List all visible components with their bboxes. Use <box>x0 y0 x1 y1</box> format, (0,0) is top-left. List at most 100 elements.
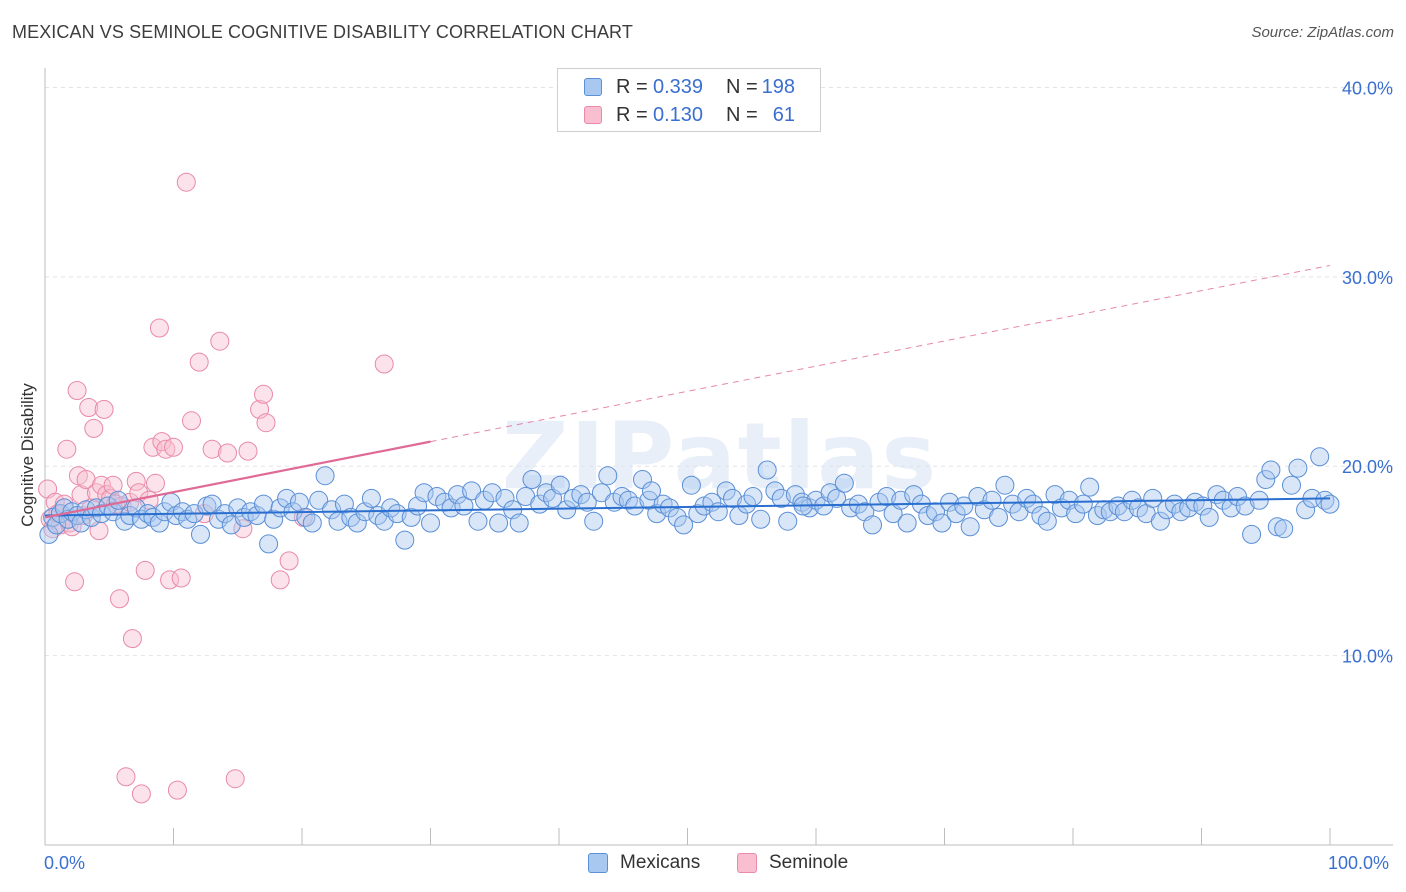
legend-r-label: R = <box>616 76 648 98</box>
mexicans-point <box>800 498 820 518</box>
mexicans-point <box>757 460 777 480</box>
mexicans-point <box>647 504 667 524</box>
mexicans-point <box>1282 475 1301 495</box>
mexicans-point <box>681 475 701 495</box>
mexicans-point <box>989 507 1008 527</box>
legend-swatch-mexicans <box>584 78 602 96</box>
seminole-point <box>116 767 136 787</box>
seminole-point <box>202 439 222 459</box>
mexicans-point <box>1256 470 1276 489</box>
legend-label-mexicans: Mexicans <box>620 852 701 873</box>
legend-r-value: 0.130 <box>653 104 704 126</box>
legend-n-value: 61 <box>772 104 795 126</box>
seminole-point <box>146 473 165 493</box>
mexicans-point <box>1023 494 1043 514</box>
mexicans-point <box>1114 502 1134 522</box>
mexicans-point <box>1150 511 1170 531</box>
y-tick-label: 10.0% <box>1342 647 1393 667</box>
legend-r-value: 0.339 <box>653 76 704 98</box>
seminole-point <box>218 443 237 463</box>
mexicans-point <box>591 483 611 503</box>
mexicans-point <box>1199 507 1219 527</box>
seminole-point <box>238 441 258 461</box>
seminole-point <box>135 560 155 580</box>
seminole-point <box>210 331 230 351</box>
trend-lines <box>44 264 1331 519</box>
mexicans-point <box>489 513 509 533</box>
mexicans-point <box>264 509 284 529</box>
mexicans-point <box>743 487 763 506</box>
mexicans-point <box>448 485 467 505</box>
mexicans-point <box>863 515 882 535</box>
seminole-point <box>149 318 169 338</box>
mexicans-point <box>1051 498 1071 518</box>
mexicans-point <box>259 534 279 554</box>
y-tick-label: 30.0% <box>1342 268 1393 288</box>
mexicans-point <box>723 488 742 508</box>
seminole-point <box>65 572 85 592</box>
mexicans-point <box>1288 458 1308 478</box>
legend-n-value: 198 <box>761 76 795 98</box>
mexicans-point <box>1296 500 1316 520</box>
seminole-point <box>176 172 196 192</box>
seminole-point <box>79 398 99 417</box>
legend-swatch-seminole <box>584 106 602 124</box>
mexicans-point <box>716 481 736 501</box>
grid-lines <box>45 86 1393 657</box>
mexicans-point <box>1143 488 1163 508</box>
seminole-trend-extension <box>430 264 1331 443</box>
mexicans-point <box>612 487 632 506</box>
mexicans-point <box>598 466 618 486</box>
mexicans-point <box>322 500 342 520</box>
source-label: Source: ZipAtlas.com <box>1251 24 1394 41</box>
legend-n-label: N = <box>726 104 758 126</box>
legend-swatch-mexicans <box>588 853 608 873</box>
legend-row-seminole: R = 0.130 N = 61 <box>558 100 820 130</box>
mexicans-trend-line <box>44 497 1331 517</box>
mexicans-point <box>571 485 591 505</box>
mexicans-point <box>1228 487 1247 506</box>
legend-n-label: N = <box>726 76 758 98</box>
seminole-point <box>189 352 209 372</box>
mexicans-point <box>108 490 128 510</box>
chart-title: MEXICAN VS SEMINOLE COGNITIVE DISABILITY… <box>12 22 633 42</box>
mexicans-point <box>604 492 624 512</box>
mexicans-point <box>778 511 798 531</box>
mexicans-point <box>877 487 897 506</box>
mexicans-point <box>1274 519 1294 539</box>
mexicans-point <box>495 488 515 508</box>
seminole-point <box>92 475 111 495</box>
seminole-point <box>131 784 151 804</box>
mexicans-point <box>737 494 757 514</box>
mexicans-point <box>1003 494 1023 514</box>
seminole-point <box>225 769 245 789</box>
mexicans-point <box>932 513 952 533</box>
mexicans-point <box>1235 496 1255 516</box>
seminole-point <box>84 418 104 438</box>
mexicans-point <box>395 530 415 550</box>
mexicans-point <box>869 492 889 512</box>
mexicans-point <box>1267 517 1287 537</box>
mexicans-point <box>954 496 974 516</box>
mexicans-point <box>642 481 661 501</box>
mexicans-point <box>482 483 502 503</box>
mexicans-point <box>674 515 694 535</box>
correlation-legend: R = 0.339 N = 198 R = 0.130 N = 61 <box>557 68 821 132</box>
mexicans-point <box>834 473 854 493</box>
mexicans-point <box>1320 494 1340 514</box>
mexicans-point <box>1080 477 1100 497</box>
mexicans-point <box>827 488 847 508</box>
mexicans-point <box>191 524 210 544</box>
legend-label-seminole: Seminole <box>769 852 849 873</box>
seminole-point <box>167 780 187 800</box>
mexicans-point <box>1261 460 1281 480</box>
seminole-point <box>374 354 394 374</box>
mexicans-point <box>960 517 980 537</box>
mexicans-point <box>771 488 791 508</box>
mexicans-point <box>625 496 645 516</box>
legend-row-mexicans: R = 0.339 N = 198 <box>558 72 820 102</box>
mexicans-point <box>946 504 966 524</box>
y-tick-label: 20.0% <box>1342 457 1393 477</box>
mexicans-point <box>1129 498 1148 518</box>
